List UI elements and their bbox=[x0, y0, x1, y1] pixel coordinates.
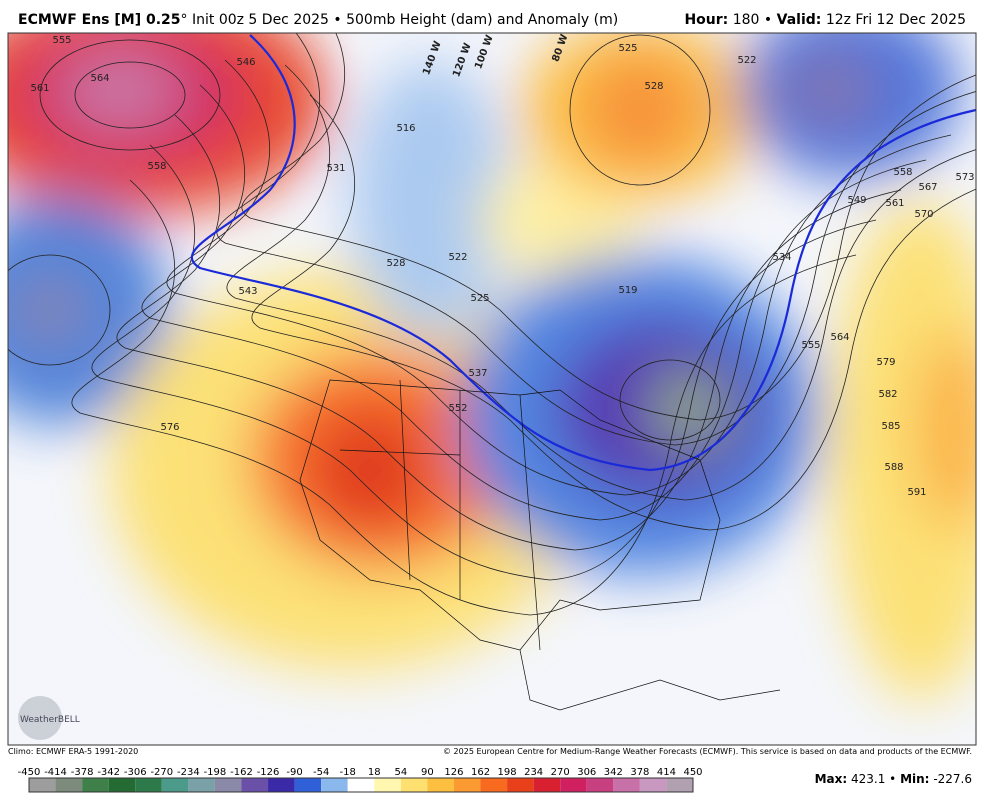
contour-label: 522 bbox=[448, 252, 467, 263]
colorbar-tick-label: -90 bbox=[286, 767, 302, 778]
colorbar-tick-label: 198 bbox=[498, 767, 517, 778]
colorbar-bin bbox=[29, 778, 56, 792]
colorbar-tick-label: -306 bbox=[124, 767, 147, 778]
contour-label: 564 bbox=[90, 73, 109, 84]
contour-label: 528 bbox=[386, 258, 405, 269]
colorbar-bin bbox=[135, 778, 162, 792]
logo-text: WeatherBELL bbox=[20, 715, 80, 725]
logo: WeatherBELL bbox=[18, 696, 80, 740]
map: WeatherBELL 555 561 564 558 546 531 516 522 525 5… bbox=[8, 33, 976, 745]
colorbar-tick-label: 126 bbox=[444, 767, 463, 778]
colorbar-bin bbox=[82, 778, 109, 792]
contour-label: 525 bbox=[618, 43, 637, 54]
colorbar-tick-label: 54 bbox=[394, 767, 407, 778]
contour-label: 552 bbox=[448, 403, 467, 414]
contour-label: 549 bbox=[847, 195, 866, 206]
colorbar-tick-label: 450 bbox=[683, 767, 702, 778]
valid-time: Hour: 180 • Valid: 12z Fri 12 Dec 2025 bbox=[684, 12, 966, 28]
contour-label: 564 bbox=[830, 332, 849, 343]
contour-546 bbox=[191, 34, 976, 472]
colorbar-tick-label: 90 bbox=[421, 767, 434, 778]
colorbar-bin bbox=[560, 778, 587, 792]
contour-label: 567 bbox=[918, 182, 937, 193]
contour-label: 525 bbox=[470, 293, 489, 304]
colorbar-bin bbox=[666, 778, 693, 792]
colorbar-tick-label: 414 bbox=[657, 767, 676, 778]
colorbar: -450 -414 -378 -342 -306 -270 -234 -198 -162 -126… bbox=[18, 767, 703, 793]
colorbar-tick-label: 378 bbox=[630, 767, 649, 778]
contour-label: 537 bbox=[468, 368, 487, 379]
contour-label: 558 bbox=[147, 161, 166, 172]
colorbar-bin bbox=[268, 778, 295, 792]
contour-label: 528 bbox=[644, 81, 663, 92]
copyright: © 2025 European Centre for Medium-Range … bbox=[443, 747, 972, 756]
contour-label: 585 bbox=[881, 421, 900, 432]
colorbar-tick-label: -270 bbox=[150, 767, 173, 778]
colorbar-bin bbox=[639, 778, 667, 792]
colorbar-tick-label: -414 bbox=[44, 767, 67, 778]
colorbar-tick-label: 306 bbox=[577, 767, 596, 778]
colorbar-bin bbox=[613, 778, 640, 792]
colorbar-tick-label: -450 bbox=[18, 767, 41, 778]
colorbar-tick-label: 18 bbox=[368, 767, 381, 778]
colorbar-bin bbox=[347, 778, 375, 792]
contour-label: 561 bbox=[885, 198, 904, 209]
colorbar-tick-label: 270 bbox=[551, 767, 570, 778]
colorbar-bin bbox=[294, 778, 322, 792]
contour-label: 534 bbox=[772, 252, 791, 263]
contour-label: 570 bbox=[914, 209, 933, 220]
colorbar-bin bbox=[55, 778, 83, 792]
contour-label: 555 bbox=[52, 35, 71, 46]
colorbar-bin bbox=[453, 778, 481, 792]
colorbar-bin bbox=[427, 778, 454, 792]
colorbar-tick-label: -162 bbox=[230, 767, 253, 778]
colorbar-bin bbox=[374, 778, 401, 792]
colorbar-tick-label: -198 bbox=[204, 767, 227, 778]
colorbar-bin bbox=[241, 778, 269, 792]
colorbar-bin bbox=[188, 778, 215, 792]
colorbar-tick-label: -18 bbox=[340, 767, 356, 778]
contour-label: 582 bbox=[878, 389, 897, 400]
contour-label: 531 bbox=[326, 163, 345, 174]
colorbar-bin bbox=[108, 778, 136, 792]
colorbar-tick-label: -342 bbox=[97, 767, 120, 778]
colorbar-bin bbox=[321, 778, 348, 792]
contour-label: 555 bbox=[801, 340, 820, 351]
map-frame bbox=[7, 32, 977, 746]
contour-label: 522 bbox=[737, 55, 756, 66]
climo-note: Climo: ECMWF ERA-5 1991-2020 bbox=[8, 747, 138, 756]
colorbar-tick-label: -234 bbox=[177, 767, 200, 778]
colorbar-bin bbox=[533, 778, 561, 792]
colorbar-tick-label: -126 bbox=[257, 767, 280, 778]
colorbar-bin bbox=[161, 778, 189, 792]
contour-label: 576 bbox=[160, 422, 179, 433]
title: ECMWF Ens [M] 0.25° Init 00z 5 Dec 2025 … bbox=[18, 12, 618, 28]
contour-label: 516 bbox=[396, 123, 415, 134]
contour-label: 546 bbox=[236, 57, 255, 68]
contour-label: 579 bbox=[876, 357, 895, 368]
max-min: Max: 423.1 • Min: -227.6 bbox=[815, 772, 972, 786]
contour-label: 591 bbox=[907, 487, 926, 498]
contour-label: 588 bbox=[884, 462, 903, 473]
contour-label: 558 bbox=[893, 167, 912, 178]
boundaries bbox=[299, 379, 781, 711]
contour-label: 543 bbox=[238, 286, 257, 297]
contour-label: 519 bbox=[618, 285, 637, 296]
colorbar-bin bbox=[400, 778, 428, 792]
colorbar-bin bbox=[507, 778, 534, 792]
colorbar-tick-label: -378 bbox=[71, 767, 94, 778]
colorbar-frame bbox=[28, 777, 694, 793]
contour-label: 573 bbox=[955, 172, 974, 183]
contour-label: 561 bbox=[30, 83, 49, 94]
colorbar-tick-label: -54 bbox=[313, 767, 329, 778]
colorbar-bin bbox=[480, 778, 508, 792]
colorbar-tick-label: 234 bbox=[524, 767, 543, 778]
colorbar-tick-label: 162 bbox=[471, 767, 490, 778]
colorbar-tick-label: 342 bbox=[604, 767, 623, 778]
colorbar-bin bbox=[214, 778, 242, 792]
colorbar-bin bbox=[586, 778, 614, 792]
